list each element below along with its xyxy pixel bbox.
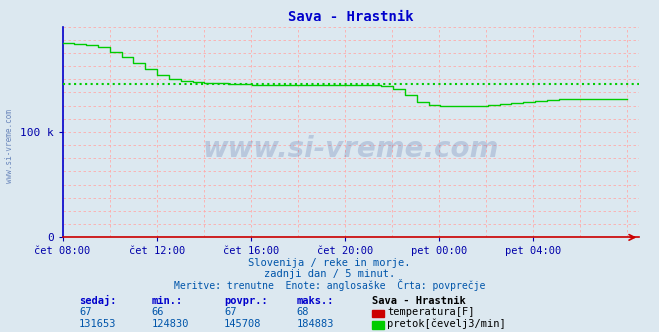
Text: Sava - Hrastnik: Sava - Hrastnik bbox=[372, 296, 466, 306]
Title: Sava - Hrastnik: Sava - Hrastnik bbox=[288, 10, 414, 24]
Text: 124830: 124830 bbox=[152, 319, 189, 329]
Text: maks.:: maks.: bbox=[297, 296, 334, 306]
Text: www.si-vreme.com: www.si-vreme.com bbox=[5, 109, 14, 183]
Text: sedaj:: sedaj: bbox=[79, 295, 117, 306]
Text: 145708: 145708 bbox=[224, 319, 262, 329]
Text: Slovenija / reke in morje.: Slovenija / reke in morje. bbox=[248, 258, 411, 268]
Text: 131653: 131653 bbox=[79, 319, 117, 329]
Text: 66: 66 bbox=[152, 307, 164, 317]
Text: temperatura[F]: temperatura[F] bbox=[387, 307, 475, 317]
Text: 67: 67 bbox=[224, 307, 237, 317]
Text: www.si-vreme.com: www.si-vreme.com bbox=[203, 135, 499, 163]
Text: povpr.:: povpr.: bbox=[224, 296, 268, 306]
Text: 67: 67 bbox=[79, 307, 92, 317]
Text: Meritve: trenutne  Enote: anglosaške  Črta: povprečje: Meritve: trenutne Enote: anglosaške Črta… bbox=[174, 279, 485, 291]
Text: 184883: 184883 bbox=[297, 319, 334, 329]
Text: pretok[čevelj3/min]: pretok[čevelj3/min] bbox=[387, 318, 506, 329]
Text: zadnji dan / 5 minut.: zadnji dan / 5 minut. bbox=[264, 269, 395, 279]
Text: min.:: min.: bbox=[152, 296, 183, 306]
Text: 68: 68 bbox=[297, 307, 309, 317]
